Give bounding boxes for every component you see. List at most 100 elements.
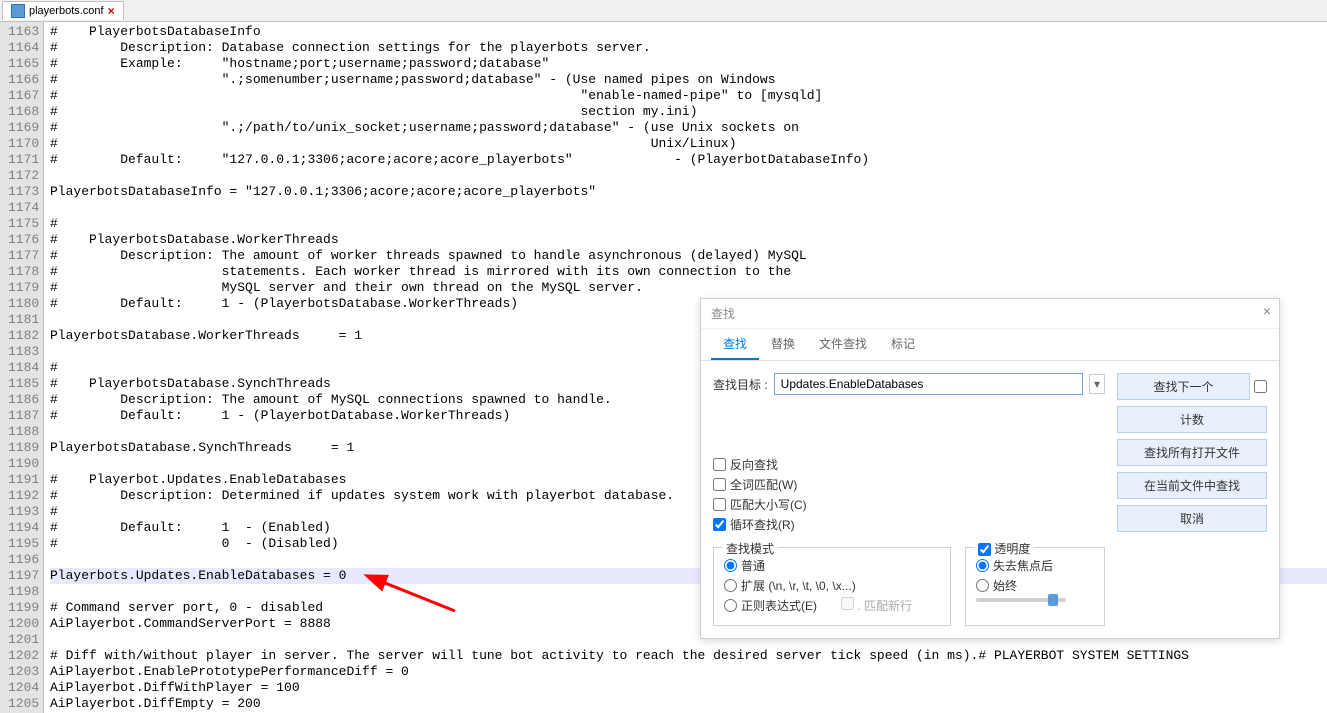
code-line: # "enable-named-pipe" to [mysqld] [50, 88, 1327, 104]
close-icon[interactable]: × [1263, 303, 1271, 319]
tab-find[interactable]: 查找 [711, 329, 759, 360]
code-line [50, 200, 1327, 216]
line-number: 1186 [8, 392, 39, 408]
file-icon [11, 4, 25, 18]
radio-regex[interactable] [724, 599, 737, 612]
tab-replace[interactable]: 替换 [759, 329, 807, 360]
opt-wrap[interactable]: 循环查找(R) [713, 516, 1105, 533]
code-line: # Description: The amount of worker thre… [50, 248, 1327, 264]
tab-mark[interactable]: 标记 [879, 329, 927, 360]
checkbox-transparency[interactable] [978, 543, 991, 556]
line-number: 1185 [8, 376, 39, 392]
tab-bar: playerbots.conf × [0, 0, 1327, 22]
line-number: 1181 [8, 312, 39, 328]
find-all-open-button[interactable]: 查找所有打开文件 [1117, 439, 1267, 466]
find-next-button[interactable]: 查找下一个 [1117, 373, 1250, 400]
radio-lose-focus[interactable] [976, 559, 989, 572]
line-number: 1187 [8, 408, 39, 424]
radio-extended[interactable] [724, 579, 737, 592]
line-number: 1180 [8, 296, 39, 312]
find-dialog-title-bar[interactable]: 查找 × [701, 299, 1279, 329]
find-all-current-button[interactable]: 在当前文件中查找 [1117, 472, 1267, 499]
line-number: 1184 [8, 360, 39, 376]
line-number: 1177 [8, 248, 39, 264]
line-number: 1191 [8, 472, 39, 488]
code-line: AiPlayerbot.DiffEmpty = 200 [50, 696, 1327, 712]
line-number: 1169 [8, 120, 39, 136]
line-number: 1195 [8, 536, 39, 552]
code-line: # MySQL server and their own thread on t… [50, 280, 1327, 296]
radio-normal[interactable] [724, 559, 737, 572]
code-line: # Diff with/without player in server. Th… [50, 648, 1327, 664]
line-number: 1173 [8, 184, 39, 200]
code-line: PlayerbotsDatabaseInfo = "127.0.0.1;3306… [50, 184, 1327, 200]
line-number: 1196 [8, 552, 39, 568]
find-target-label: 查找目标 : [713, 376, 768, 393]
line-number: 1170 [8, 136, 39, 152]
trans-always[interactable]: 始终 [976, 577, 1094, 594]
line-number: 1204 [8, 680, 39, 696]
checkbox-backward[interactable] [713, 458, 726, 471]
file-tab[interactable]: playerbots.conf × [2, 1, 124, 20]
find-tabs: 查找 替换 文件查找 标记 [701, 329, 1279, 361]
mode-extended[interactable]: 扩展 (\n, \r, \t, \0, \x...) [724, 577, 940, 594]
cancel-button[interactable]: 取消 [1117, 505, 1267, 532]
line-number: 1171 [8, 152, 39, 168]
mode-normal[interactable]: 普通 [724, 557, 940, 574]
line-number: 1174 [8, 200, 39, 216]
radio-always[interactable] [976, 579, 989, 592]
transparency-slider[interactable] [976, 598, 1094, 602]
trans-on-lose-focus[interactable]: 失去焦点后 [976, 557, 1094, 574]
checkbox-match-case[interactable] [713, 498, 726, 511]
checkbox-find-next-option[interactable] [1254, 380, 1267, 393]
line-number: 1205 [8, 696, 39, 712]
checkbox-wrap[interactable] [713, 518, 726, 531]
line-number: 1164 [8, 40, 39, 56]
code-line: # ".;/path/to/unix_socket;username;passw… [50, 120, 1327, 136]
line-number: 1179 [8, 280, 39, 296]
code-line: # ".;somenumber;username;password;databa… [50, 72, 1327, 88]
code-line: # Default: "127.0.0.1;3306;acore;acore;a… [50, 152, 1327, 168]
find-dialog: 查找 × 查找 替换 文件查找 标记 查找目标 : ▾ 反向查找 全词匹配(W) [700, 298, 1280, 639]
line-number: 1203 [8, 664, 39, 680]
mode-regex[interactable]: 正则表达式(E) . 匹配新行 [724, 597, 940, 614]
tab-filename: playerbots.conf [29, 5, 104, 17]
line-number: 1175 [8, 216, 39, 232]
find-target-input[interactable] [774, 373, 1083, 395]
code-line: # Description: Database connection setti… [50, 40, 1327, 56]
line-number: 1188 [8, 424, 39, 440]
line-number: 1194 [8, 520, 39, 536]
line-number: 1201 [8, 632, 39, 648]
transparency-legend: 透明度 [974, 540, 1034, 557]
tab-find-in-files[interactable]: 文件查找 [807, 329, 879, 360]
code-line: AiPlayerbot.DiffWithPlayer = 100 [50, 680, 1327, 696]
line-number: 1183 [8, 344, 39, 360]
code-line [50, 168, 1327, 184]
count-button[interactable]: 计数 [1117, 406, 1267, 433]
dropdown-icon[interactable]: ▾ [1089, 374, 1105, 394]
line-number: 1189 [8, 440, 39, 456]
opt-backward[interactable]: 反向查找 [713, 456, 1105, 473]
line-number: 1178 [8, 264, 39, 280]
line-number: 1199 [8, 600, 39, 616]
line-number: 1168 [8, 104, 39, 120]
opt-match-case[interactable]: 匹配大小写(C) [713, 496, 1105, 513]
line-number: 1165 [8, 56, 39, 72]
code-line: # PlayerbotsDatabase.WorkerThreads [50, 232, 1327, 248]
line-number: 1182 [8, 328, 39, 344]
line-number: 1192 [8, 488, 39, 504]
line-number: 1197 [8, 568, 39, 584]
search-mode-legend: 查找模式 [722, 540, 778, 557]
opt-whole-word[interactable]: 全词匹配(W) [713, 476, 1105, 493]
line-number: 1172 [8, 168, 39, 184]
checkbox-whole-word[interactable] [713, 478, 726, 491]
line-number: 1200 [8, 616, 39, 632]
line-number: 1190 [8, 456, 39, 472]
code-line: # [50, 216, 1327, 232]
code-line: # Example: "hostname;port;username;passw… [50, 56, 1327, 72]
line-number: 1167 [8, 88, 39, 104]
code-line: # statements. Each worker thread is mirr… [50, 264, 1327, 280]
line-number: 1202 [8, 648, 39, 664]
tab-close-icon[interactable]: × [108, 4, 115, 18]
line-number: 1193 [8, 504, 39, 520]
